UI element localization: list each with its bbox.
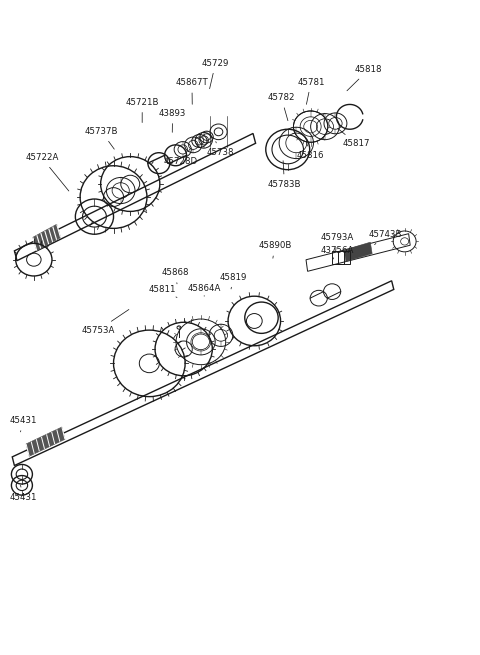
- Polygon shape: [344, 242, 372, 261]
- Polygon shape: [14, 134, 256, 261]
- Polygon shape: [33, 224, 60, 251]
- Bar: [332, 251, 344, 263]
- Text: 45729: 45729: [202, 59, 229, 88]
- Text: 43756A: 43756A: [320, 246, 354, 259]
- Text: 45819: 45819: [220, 272, 247, 289]
- Text: 45431: 45431: [10, 485, 37, 502]
- Text: 45781: 45781: [297, 78, 325, 104]
- Polygon shape: [12, 281, 394, 466]
- Text: 45811: 45811: [148, 285, 177, 297]
- Text: 45782: 45782: [268, 94, 295, 121]
- Text: 45753A: 45753A: [82, 309, 129, 335]
- Bar: [338, 251, 350, 263]
- Text: 45431: 45431: [10, 417, 37, 432]
- Text: 43893: 43893: [159, 109, 186, 132]
- Text: 45816: 45816: [296, 142, 324, 160]
- Text: 45890B: 45890B: [258, 242, 291, 258]
- Text: 45743B: 45743B: [369, 230, 402, 245]
- Text: 45728D: 45728D: [164, 149, 198, 166]
- Text: 45817: 45817: [337, 128, 370, 148]
- Text: 45721B: 45721B: [125, 98, 159, 122]
- Text: 45737B: 45737B: [85, 127, 119, 149]
- Text: 45783B: 45783B: [268, 160, 301, 189]
- Text: 45722A: 45722A: [25, 153, 69, 191]
- Polygon shape: [306, 234, 410, 271]
- Text: 45793A: 45793A: [320, 233, 353, 252]
- Text: 45868: 45868: [161, 268, 189, 284]
- Text: 45738: 45738: [206, 141, 234, 157]
- Text: 45864A: 45864A: [188, 284, 221, 296]
- Text: 45818: 45818: [347, 66, 382, 91]
- Text: 45867T: 45867T: [176, 79, 208, 104]
- Polygon shape: [26, 427, 65, 457]
